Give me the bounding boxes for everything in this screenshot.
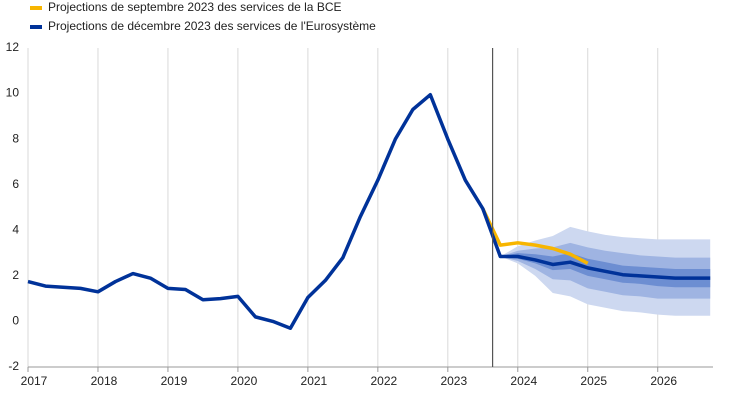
y-tick-label: 4 [12, 222, 19, 236]
x-tick-label: 2020 [231, 374, 258, 388]
x-tick-label: 2019 [161, 374, 188, 388]
series-line [27, 92, 711, 331]
x-tick-label: 2025 [580, 374, 607, 388]
x-tick-label: 2021 [301, 374, 328, 388]
x-tick-label: 2024 [510, 374, 537, 388]
legend-swatch [30, 25, 42, 29]
y-tick-label: 6 [12, 177, 19, 191]
y-tick-label: 2 [12, 268, 19, 282]
legend-label: Projections de septembre 2023 des servic… [48, 0, 342, 14]
y-tick-label: 0 [12, 314, 19, 328]
y-tick-label: 10 [6, 86, 20, 100]
y-tick-label: 8 [12, 131, 19, 145]
x-tick-label: 2022 [370, 374, 397, 388]
series-line [481, 207, 589, 265]
y-tick-label: 12 [6, 40, 20, 54]
legend-label: Projections de décembre 2023 des service… [48, 19, 376, 33]
x-tick-label: 2017 [21, 374, 48, 388]
x-tick-label: 2018 [91, 374, 118, 388]
y-tick-label: -2 [8, 359, 19, 373]
x-tick-label: 2026 [650, 374, 677, 388]
x-tick-label: 2023 [440, 374, 467, 388]
legend-swatch [30, 6, 42, 10]
